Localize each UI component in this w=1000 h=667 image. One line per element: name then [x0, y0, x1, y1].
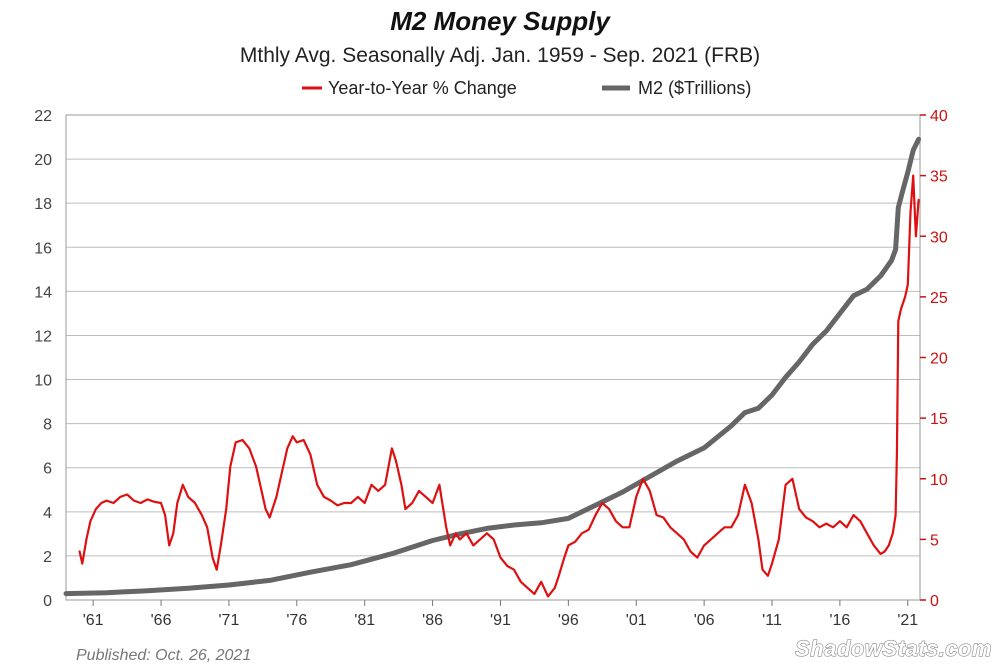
right-tick-label: 10 — [930, 472, 948, 489]
left-tick-label: 0 — [43, 593, 52, 610]
x-tick-label: '16 — [829, 612, 850, 629]
series-line-m2-trillions — [63, 136, 922, 597]
left-tick-label: 20 — [34, 152, 52, 169]
x-axis-ticks: '61 '66 '71 '76 '81 '86 '91 '96 '01 '06 '11 '16 '21 — [83, 600, 918, 629]
legend-label-m2: M2 ($Trillions) — [638, 78, 751, 98]
right-tick-label: 20 — [930, 351, 948, 368]
x-tick-label: '01 — [626, 612, 647, 629]
right-tick-label: 35 — [930, 169, 948, 186]
legend-label-yoy: Year-to-Year % Change — [328, 78, 517, 98]
right-tick-label: 25 — [930, 290, 948, 307]
chart-title: M2 Money Supply — [390, 6, 611, 36]
left-tick-label: 14 — [34, 284, 52, 301]
brand-watermark: ShadowStats.com — [795, 636, 992, 661]
right-tick-label: 40 — [930, 108, 948, 125]
left-tick-label: 6 — [43, 461, 52, 478]
series-line-yoy-change — [78, 174, 920, 598]
x-tick-label: '91 — [490, 612, 511, 629]
chart-subtitle: Mthly Avg. Seasonally Adj. Jan. 1959 - S… — [240, 44, 760, 67]
right-tick-label: 5 — [930, 532, 939, 549]
x-tick-label: '76 — [286, 612, 307, 629]
left-tick-label: 8 — [43, 417, 52, 434]
left-tick-label: 18 — [34, 196, 52, 213]
right-axis-ticks: 0 5 10 15 20 25 30 35 40 — [920, 108, 948, 610]
legend: Year-to-Year % Change M2 ($Trillions) — [302, 78, 751, 98]
left-tick-label: 12 — [34, 328, 52, 345]
x-tick-label: '06 — [694, 612, 715, 629]
x-tick-label: '66 — [151, 612, 172, 629]
right-tick-label: 30 — [930, 229, 948, 246]
left-tick-label: 10 — [34, 373, 52, 390]
left-axis-ticks: 0 2 4 6 8 10 12 14 16 18 20 22 — [34, 108, 52, 610]
left-tick-label: 2 — [43, 549, 52, 566]
x-tick-label: '11 — [762, 612, 782, 629]
x-tick-label: '61 — [83, 612, 104, 629]
right-tick-label: 15 — [930, 411, 948, 428]
series-layer — [63, 136, 922, 598]
x-tick-label: '21 — [897, 612, 918, 629]
left-tick-label: 4 — [43, 505, 52, 522]
published-date: Published: Oct. 26, 2021 — [76, 647, 251, 664]
grid-lines — [65, 114, 921, 601]
x-tick-label: '81 — [354, 612, 375, 629]
x-tick-label: '71 — [218, 612, 239, 629]
left-tick-label: 22 — [34, 108, 52, 125]
x-tick-label: '96 — [558, 612, 579, 629]
right-tick-label: 0 — [930, 593, 939, 610]
left-tick-label: 16 — [34, 240, 52, 257]
x-tick-label: '86 — [422, 612, 443, 629]
